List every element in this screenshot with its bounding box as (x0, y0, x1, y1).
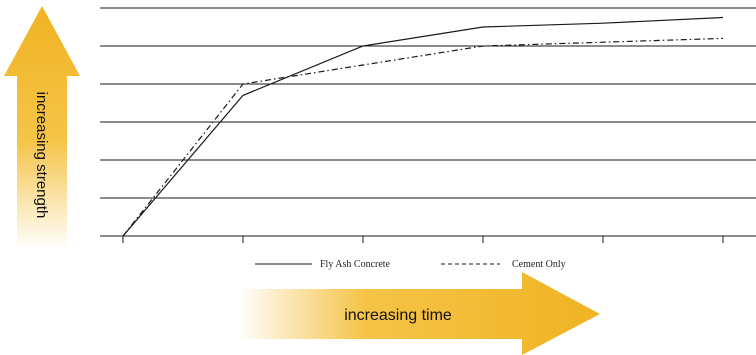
xlabel-arrow: increasing time (238, 272, 600, 355)
series-line-1 (122, 37, 724, 237)
series-line-0 (122, 16, 724, 237)
legend-label-cement: Cement Only (512, 259, 566, 270)
axis-layer (100, 235, 756, 243)
ylabel-arrow: increasing strength (4, 6, 80, 250)
ylabel-arrow-shape (4, 6, 80, 250)
legend: Fly Ash Concrete Cement Only (255, 259, 566, 270)
grid-layer (100, 7, 756, 199)
ylabel: increasing strength (33, 92, 50, 219)
legend-label-fly-ash: Fly Ash Concrete (320, 259, 391, 270)
series-layer (122, 16, 724, 237)
xlabel-arrow-shape (238, 272, 600, 355)
xlabel: increasing time (344, 307, 452, 324)
